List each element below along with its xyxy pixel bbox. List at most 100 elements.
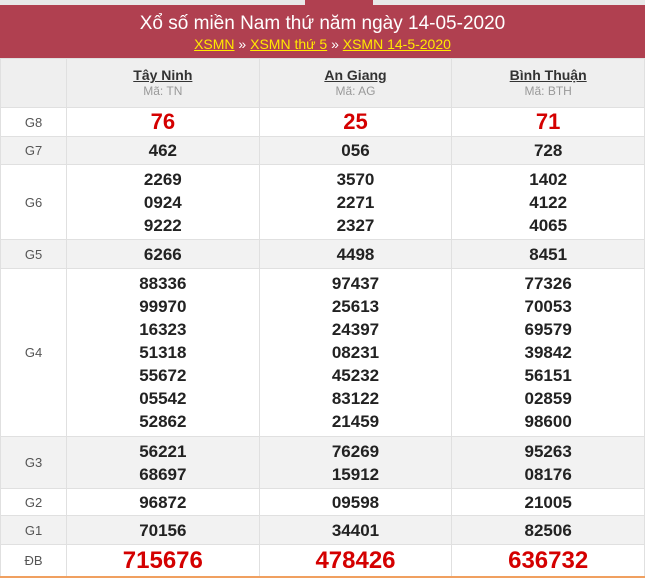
prize-number: 2271 [336,192,375,212]
prize-number: 21459 [331,412,380,431]
prize-label: G8 [0,107,67,137]
prize-label: G1 [0,515,67,545]
prize-row: G4 88336 99970 16323 51318 55672 05542 52862 974… [0,268,645,437]
prize-cell: 3570 2271 2327 [258,164,453,240]
prize-number: 99970 [139,297,187,316]
prize-row: G6 2269 0924 9222 3570 2271 2327 1402 4122 4065 [0,164,645,240]
prize-number: 8451 [529,244,568,264]
prize-cell: 462 [66,136,260,165]
prize-number: 462 [148,141,178,160]
empty-cell [0,58,67,108]
prize-number: 34401 [331,520,380,540]
breadcrumb-date[interactable]: XSMN 14-5-2020 [342,36,451,52]
prize-cell: 34401 [258,515,453,545]
prize-number: 4498 [336,244,375,264]
prize-number: 3570 [336,169,375,189]
prize-cell: 70156 [66,515,260,545]
breadcrumb-separator: » [238,36,247,52]
prize-cell: 76 [66,107,260,137]
province-code: Mã: AG [335,84,376,98]
prize-row: G2 96872 09598 21005 [0,488,645,516]
prize-number: 15912 [331,464,380,484]
prize-number: 76 [150,109,176,134]
prize-label: G5 [0,239,67,269]
prize-number: 25613 [331,297,380,316]
prize-row: G8 76 25 71 [0,107,645,137]
prize-number: 16323 [139,320,187,339]
prize-number: 96872 [139,492,187,512]
prize-cell: 95263 08176 [451,436,645,489]
results-header: Xổ số miền Nam thứ năm ngày 14-05-2020 X… [0,5,645,58]
province-link[interactable]: Tây Ninh [133,67,193,83]
prize-number: 68697 [139,464,187,484]
prize-number: 4122 [529,192,568,212]
prize-number: 25 [343,109,368,134]
prize-number: 08231 [331,343,380,362]
prize-number: 56221 [139,441,187,461]
prize-cell: 636732 [451,544,645,578]
prize-cell: 96872 [66,488,260,516]
prize-cell: 71 [451,107,645,137]
prize-cell: 056 [258,136,453,165]
prize-number: 056 [341,141,370,160]
prize-number: 97437 [331,274,380,293]
prize-cell: 1402 4122 4065 [451,164,645,240]
prize-number: 76269 [331,441,380,461]
prize-cell: 21005 [451,488,645,516]
prize-label: G4 [0,268,67,437]
prize-number: 98600 [524,412,572,431]
prize-row: G7 462 056 728 [0,136,645,165]
prize-cell: 09598 [258,488,453,516]
prize-number: 09598 [331,492,380,512]
prize-cell: 715676 [66,544,260,578]
prize-row: G5 6266 4498 8451 [0,239,645,269]
prize-number: 39842 [524,343,572,362]
prize-number: 55672 [139,366,187,385]
prize-number: 9222 [143,215,182,235]
prize-cell: 97437 25613 24397 08231 45232 83122 21459 [258,268,453,437]
prize-row: G1 70156 34401 82506 [0,515,645,545]
prize-cell: 6266 [66,239,260,269]
prize-cell: 77326 70053 69579 39842 56151 02859 98600 [451,268,645,437]
prize-number: 88336 [139,274,187,293]
page-title: Xổ số miền Nam thứ năm ngày 14-05-2020 [139,13,506,34]
prize-number: 56151 [524,366,572,385]
prize-number: 71 [535,109,561,134]
prize-number: 70156 [139,520,187,540]
prize-number: 715676 [122,546,203,574]
prize-number: 2269 [143,169,182,189]
prize-cell: 8451 [451,239,645,269]
province-code: Mã: TN [143,84,183,98]
prize-label: ĐB [0,544,67,578]
breadcrumb: XSMN » XSMN thứ 5 » XSMN 14-5-2020 [0,35,645,53]
prize-cell: 76269 15912 [258,436,453,489]
prize-number: 95263 [524,441,572,461]
province-header-row: Tây Ninh Mã: TN An Giang Mã: AG Bình Thuận… [0,58,645,108]
prize-number: 24397 [331,320,380,339]
prize-number: 82506 [524,520,572,540]
prize-number: 728 [533,141,563,160]
prize-label: G7 [0,136,67,165]
province-link[interactable]: Bình Thuận [509,67,587,83]
active-tab-indicator [305,0,373,5]
prize-number: 45232 [331,366,380,385]
prize-number: 1402 [529,169,568,189]
prize-cell: 4498 [258,239,453,269]
prize-number: 2327 [336,215,375,235]
prize-cell: 25 [258,107,453,137]
prize-number: 52862 [139,412,187,431]
prize-row: ĐB 715676 478426 636732 [0,544,645,578]
prize-number: 21005 [524,492,572,512]
top-tabs [0,0,645,5]
prize-number: 69579 [524,320,572,339]
breadcrumb-xsmn-thu5[interactable]: XSMN thứ 5 [250,36,328,52]
prize-cell: 478426 [258,544,453,578]
prize-number: 05542 [139,389,187,408]
prize-cell: 82506 [451,515,645,545]
province-tay-ninh: Tây Ninh Mã: TN [66,58,260,108]
prize-number: 4065 [529,215,568,235]
breadcrumb-xsmn[interactable]: XSMN [194,36,235,52]
province-link[interactable]: An Giang [324,67,387,83]
prize-row: G3 56221 68697 76269 15912 95263 08176 [0,436,645,489]
province-code: Mã: BTH [524,84,572,98]
